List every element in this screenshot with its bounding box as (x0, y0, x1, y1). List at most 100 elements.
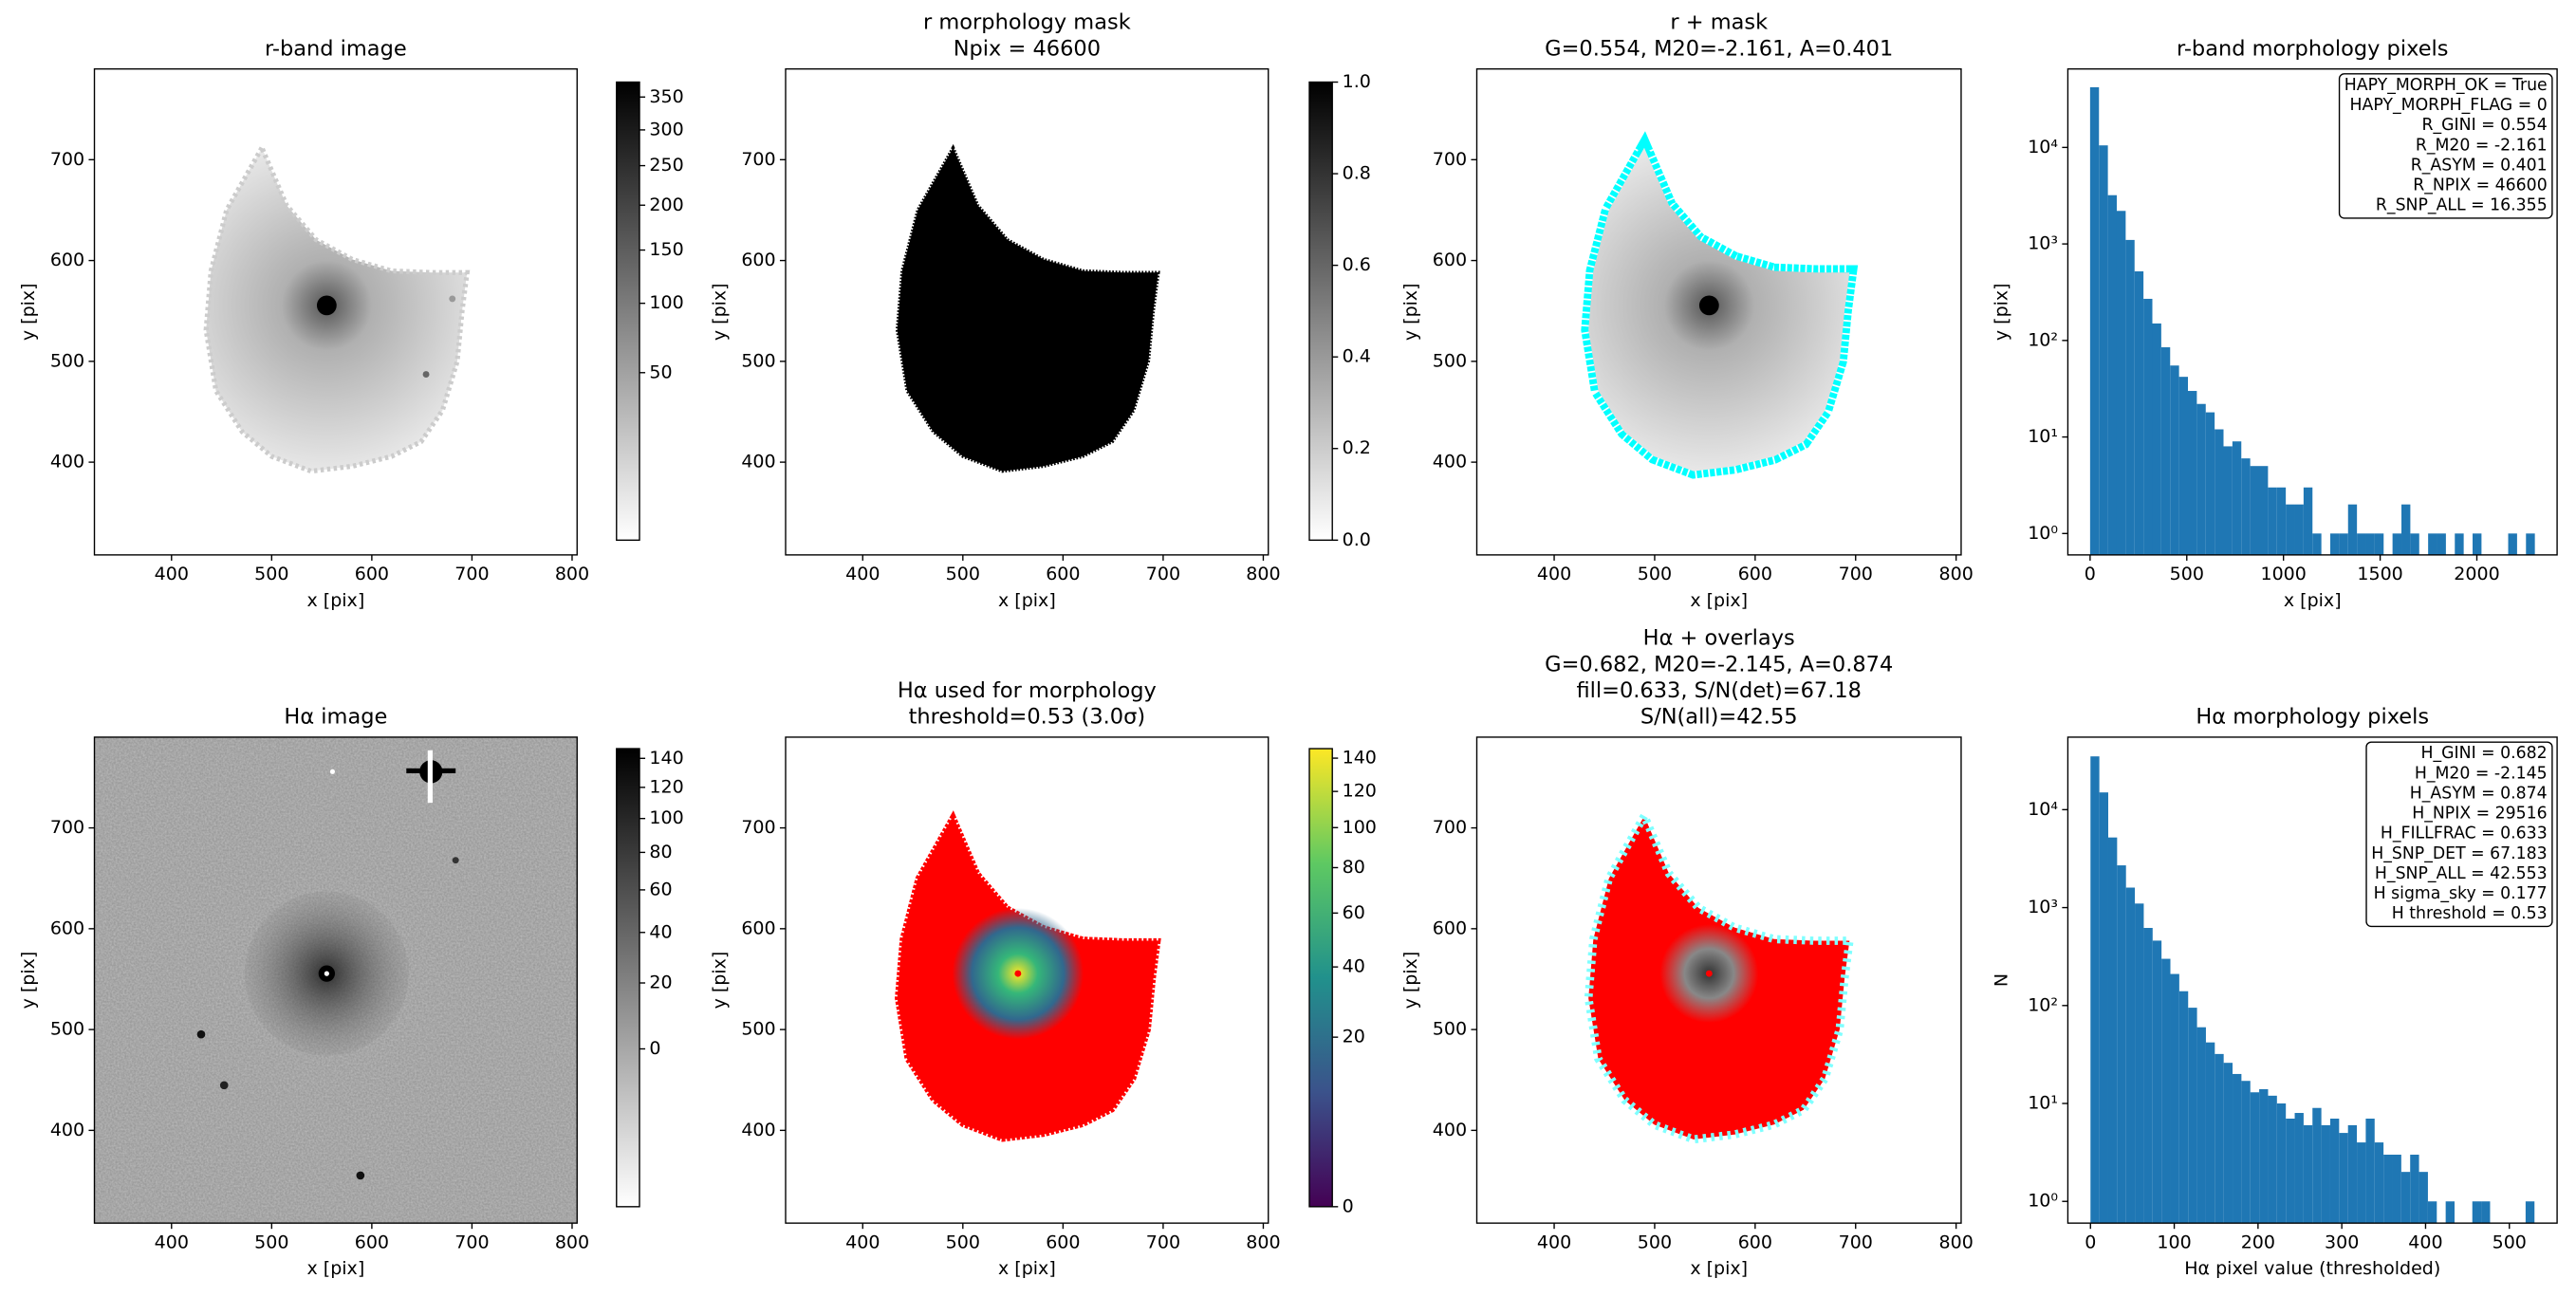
y-tick-label: 400 (50, 1120, 84, 1140)
histogram-bar (2276, 1103, 2287, 1224)
histogram-bar (2312, 1107, 2322, 1224)
histogram-bar (2418, 1172, 2428, 1224)
histogram-bar (2312, 533, 2322, 555)
histogram-bar (2339, 1133, 2348, 1224)
x-axis-label: x [pix] (1690, 590, 1748, 611)
x-axis-label: x [pix] (998, 1258, 1056, 1279)
image-r-mask (1588, 148, 1849, 472)
y-tick-label: 10⁴ (2028, 137, 2058, 157)
histogram-bar (2107, 195, 2117, 555)
x-tick-label: 500 (1638, 1232, 1672, 1252)
x-tick-label: 400 (845, 564, 880, 584)
y-tick-label: 600 (1433, 917, 1467, 938)
histogram-bar (2383, 1154, 2393, 1224)
histogram-bar (2357, 533, 2366, 555)
colorbar-tick-label: 80 (1343, 857, 1365, 878)
y-axis-label: y [pix] (709, 952, 730, 1010)
histogram-bar (2472, 1201, 2482, 1224)
colorbar-tick-label: 150 (649, 239, 683, 260)
annotation-line: R_NPIX = 46600 (2413, 176, 2547, 195)
histogram-bar (2205, 412, 2215, 555)
y-axis-label: y [pix] (709, 283, 730, 341)
histogram-bar (2445, 1201, 2456, 1224)
y-tick-label: 400 (741, 452, 775, 472)
y-tick-label: 700 (50, 817, 84, 838)
x-tick-label: 200 (2241, 1232, 2275, 1252)
y-tick-label: 700 (50, 149, 84, 170)
y-tick-label: 500 (50, 350, 84, 371)
x-tick-label: 400 (845, 1232, 880, 1252)
histogram-bar (2303, 1124, 2313, 1224)
y-tick-label: 500 (50, 1019, 84, 1040)
colorbar-tick-label: 0.0 (1343, 529, 1371, 550)
chart-title: r + mask (1670, 10, 1768, 35)
x-tick-label: 800 (555, 564, 589, 584)
histogram-bar (2508, 533, 2517, 555)
y-axis-label: y [pix] (1400, 283, 1421, 341)
axes-frame (93, 736, 578, 1224)
x-tick-label: 400 (155, 1232, 189, 1252)
histogram-bar (2099, 792, 2108, 1224)
histogram-bar (2160, 347, 2171, 555)
y-tick-label: 10⁰ (2028, 523, 2058, 544)
y-tick-label: 10¹ (2028, 426, 2058, 447)
annotation-line: R_ASYM = 0.401 (2411, 156, 2548, 175)
annotation-line: R_SNP_ALL = 16.355 (2376, 196, 2548, 215)
x-tick-label: 800 (1939, 564, 1974, 584)
x-tick-label: 600 (1738, 1232, 1772, 1252)
y-tick-label: 400 (1433, 452, 1467, 472)
histogram-bar (2178, 377, 2188, 555)
histogram-bar (2107, 837, 2118, 1224)
annotation-line: HAPY_MORPH_OK = True (2344, 76, 2548, 95)
histogram-bar (2188, 391, 2197, 555)
x-tick-label: 1000 (2260, 564, 2306, 584)
axes-frame (1475, 736, 1962, 1224)
axes-frame (1475, 67, 1962, 556)
y-tick-label: 600 (1433, 250, 1467, 270)
x-tick-label: 600 (355, 1232, 389, 1252)
histogram-bar (2410, 533, 2419, 555)
histogram-bar (2427, 1201, 2437, 1224)
histogram-bar (2357, 1142, 2366, 1224)
histogram-bar (2250, 1092, 2260, 1224)
image-r-band (206, 148, 467, 472)
image-halpha-morph (898, 816, 1158, 1140)
x-tick-label: 800 (1246, 564, 1280, 584)
chart-title: r-band morphology pixels (2177, 36, 2448, 61)
annotation-line: H_GINI = 0.682 (2420, 744, 2547, 763)
x-tick-label: 100 (2157, 1232, 2191, 1252)
histogram-bar (2134, 270, 2144, 555)
colorbar-tick-label: 80 (649, 842, 672, 862)
colorbar-tick-label: 140 (1343, 748, 1377, 769)
histogram-bar (2392, 533, 2402, 555)
histogram-bar (2116, 211, 2126, 555)
x-tick-label: 500 (254, 564, 288, 584)
x-tick-label: 2000 (2454, 564, 2499, 584)
histogram-bar (2215, 429, 2224, 555)
histogram-bar (2178, 991, 2189, 1224)
x-tick-label: 800 (1246, 1232, 1280, 1252)
histogram-bar (2392, 1154, 2401, 1224)
chart-title: fill=0.633, S/N(det)=67.18 (1576, 678, 1862, 703)
y-tick-label: 10² (2028, 994, 2058, 1015)
y-tick-label: 10³ (2028, 233, 2058, 254)
histogram-bar (2374, 533, 2384, 555)
axes-frame (785, 736, 1269, 1224)
y-tick-label: 400 (50, 452, 84, 472)
y-tick-label: 10⁴ (2028, 799, 2058, 820)
histogram-bar (2294, 504, 2304, 555)
histogram-bar (2143, 298, 2153, 555)
y-tick-label: 10⁰ (2028, 1191, 2058, 1212)
colorbar-tick-label: 100 (649, 807, 683, 828)
annotation-line: H_NPIX = 29516 (2412, 805, 2547, 824)
colorbar-tick-label: 0.6 (1343, 254, 1371, 275)
histogram-bar (2170, 365, 2179, 555)
histogram-bar (2152, 940, 2162, 1224)
annotation-line: H_ASYM = 0.874 (2410, 784, 2548, 803)
histogram-bar (2259, 466, 2269, 555)
x-tick-label: 300 (2325, 1232, 2359, 1252)
histogram-bar (2330, 533, 2340, 555)
y-axis-label: y [pix] (18, 283, 39, 341)
y-tick-label: 10² (2028, 329, 2058, 350)
axes-frame (2066, 736, 2558, 1224)
